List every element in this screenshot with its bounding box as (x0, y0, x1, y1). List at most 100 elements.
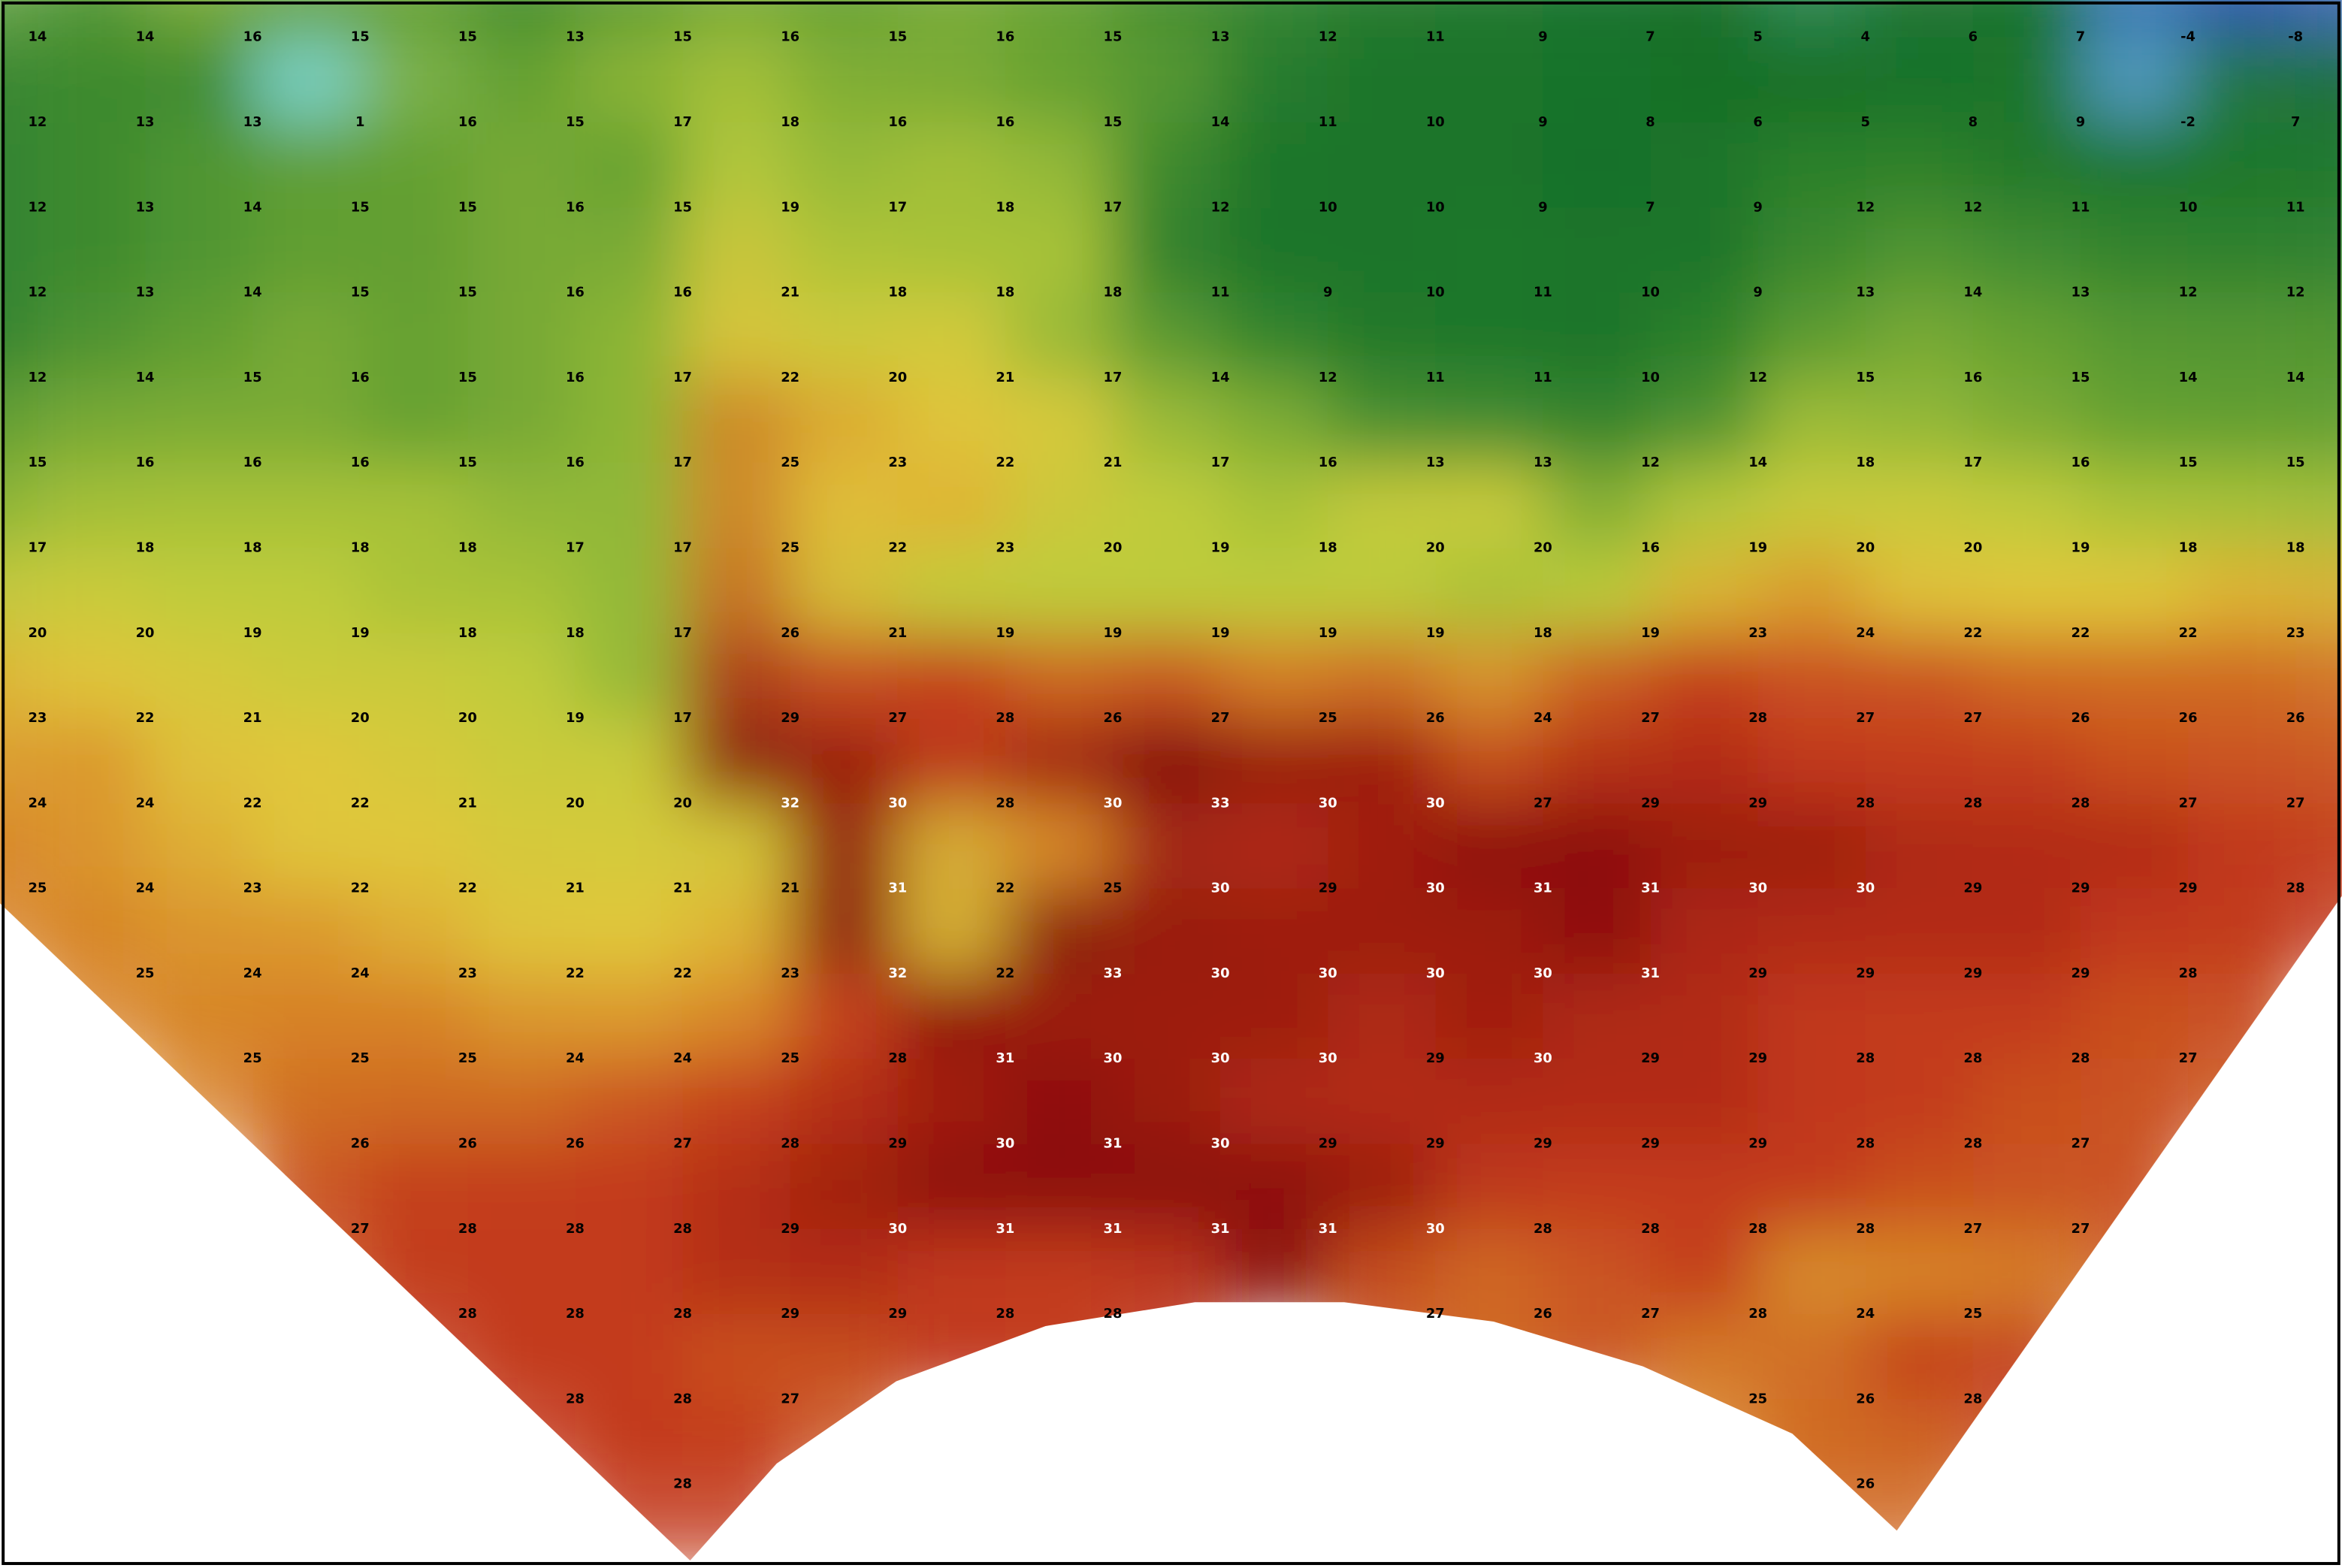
temperature-label: 26 (781, 625, 799, 641)
temperature-label: 18 (136, 539, 155, 555)
temperature-label: 17 (673, 455, 692, 470)
temperature-label: 20 (888, 370, 907, 385)
temperature-label: 29 (888, 1306, 907, 1322)
temperature-label: 25 (781, 1050, 799, 1066)
temperature-label: 27 (2179, 795, 2198, 811)
temperature-label: 16 (781, 29, 799, 45)
temperature-label: 25 (1319, 710, 1337, 726)
temperature-label: 24 (566, 1050, 585, 1066)
temperature-label: 27 (351, 1221, 370, 1237)
temperature-label: 25 (243, 1050, 262, 1066)
temperature-label: 16 (996, 114, 1014, 130)
temperature-label: 15 (458, 285, 477, 301)
temperature-label: 27 (1426, 1306, 1445, 1322)
temperature-label: 31 (1211, 1221, 1230, 1237)
temperature-label: 28 (673, 1391, 692, 1406)
temperature-label: 13 (566, 29, 585, 45)
temperature-label: 22 (243, 795, 262, 811)
temperature-label: 28 (1856, 1136, 1875, 1152)
temperature-label: 18 (1319, 539, 1337, 555)
temperature-label: 17 (566, 539, 585, 555)
temperature-label: 29 (1963, 965, 1982, 981)
temperature-label: 29 (1426, 1136, 1445, 1152)
temperature-label: 15 (2179, 455, 2198, 470)
temperature-label: 16 (243, 455, 262, 470)
temperature-label: 24 (1856, 1306, 1875, 1322)
temperature-label: 21 (566, 881, 585, 896)
temperature-label: 16 (566, 285, 585, 301)
temperature-label: 28 (888, 1050, 907, 1066)
temperature-label: 15 (2072, 370, 2090, 385)
temperature-label: 24 (351, 965, 370, 981)
temperature-label: 17 (28, 539, 47, 555)
temperature-label: 28 (996, 795, 1014, 811)
temperature-label: 19 (351, 625, 370, 641)
temperature-label: 26 (458, 1136, 477, 1152)
temperature-label: 31 (1534, 881, 1552, 896)
temperature-label: -8 (2288, 29, 2303, 45)
temperature-label: 29 (1748, 965, 1767, 981)
temperature-label: 28 (458, 1221, 477, 1237)
temperature-label: 16 (458, 114, 477, 130)
temperature-label: 26 (1104, 710, 1123, 726)
temperature-label: 25 (351, 1050, 370, 1066)
temperature-label: 21 (888, 625, 907, 641)
temperature-label: 12 (1963, 199, 1982, 215)
temperature-label: 30 (1856, 881, 1875, 896)
temperature-label: 24 (28, 795, 47, 811)
temperature-label: 26 (2072, 710, 2090, 726)
temperature-label: 15 (28, 455, 47, 470)
temperature-label: 19 (781, 199, 799, 215)
temperature-label: 27 (2179, 1050, 2198, 1066)
temperature-label: 30 (1319, 965, 1337, 981)
temperature-label: 14 (1211, 114, 1230, 130)
temperature-label: 22 (673, 965, 692, 981)
temperature-label: 28 (1963, 1050, 1982, 1066)
temperature-label: 27 (1534, 795, 1552, 811)
temperature-label: 19 (1211, 625, 1230, 641)
temperature-label: 27 (1641, 710, 1660, 726)
temperature-label: 22 (2179, 625, 2198, 641)
temperature-label: 28 (1856, 795, 1875, 811)
temperature-label: 22 (136, 710, 155, 726)
temperature-label: 15 (566, 114, 585, 130)
temperature-label: 20 (1426, 539, 1445, 555)
temperature-label: 19 (1319, 625, 1337, 641)
temperature-label: 25 (1963, 1306, 1982, 1322)
temperature-label: 28 (673, 1306, 692, 1322)
temperature-label: 25 (781, 539, 799, 555)
temperature-label: 27 (2072, 1221, 2090, 1237)
temperature-label: 15 (1856, 370, 1875, 385)
temperature-label: 28 (1641, 1221, 1660, 1237)
temperature-label: 19 (1104, 625, 1123, 641)
temperature-label: 32 (888, 965, 907, 981)
temperature-label: 18 (888, 285, 907, 301)
temperature-label: 18 (243, 539, 262, 555)
temperature-label: 28 (1748, 710, 1767, 726)
temperature-label: 12 (28, 114, 47, 130)
temperature-label: 31 (1104, 1136, 1123, 1152)
temperature-label: 16 (351, 455, 370, 470)
temperature-label: 12 (1748, 370, 1767, 385)
temperature-label: 13 (2072, 285, 2090, 301)
temperature-label: 22 (996, 965, 1014, 981)
temperature-label: 33 (1211, 795, 1230, 811)
temperature-label: 21 (1104, 455, 1123, 470)
temperature-label: 9 (1538, 29, 1547, 45)
temperature-label: 28 (673, 1476, 692, 1492)
temperature-label: 17 (1211, 455, 1230, 470)
temperature-label: 27 (1963, 1221, 1982, 1237)
temperature-label: 14 (28, 29, 47, 45)
temperature-label: 20 (351, 710, 370, 726)
temperature-label: 30 (1211, 1136, 1230, 1152)
temperature-label: 26 (2286, 710, 2305, 726)
temperature-label: 30 (1104, 795, 1123, 811)
temperature-label: 11 (1211, 285, 1230, 301)
temperature-label: 16 (351, 370, 370, 385)
temperature-label: 13 (1534, 455, 1552, 470)
temperature-label: 1 (355, 114, 364, 130)
temperature-label: 28 (2072, 795, 2090, 811)
temperature-label: 18 (1856, 455, 1875, 470)
